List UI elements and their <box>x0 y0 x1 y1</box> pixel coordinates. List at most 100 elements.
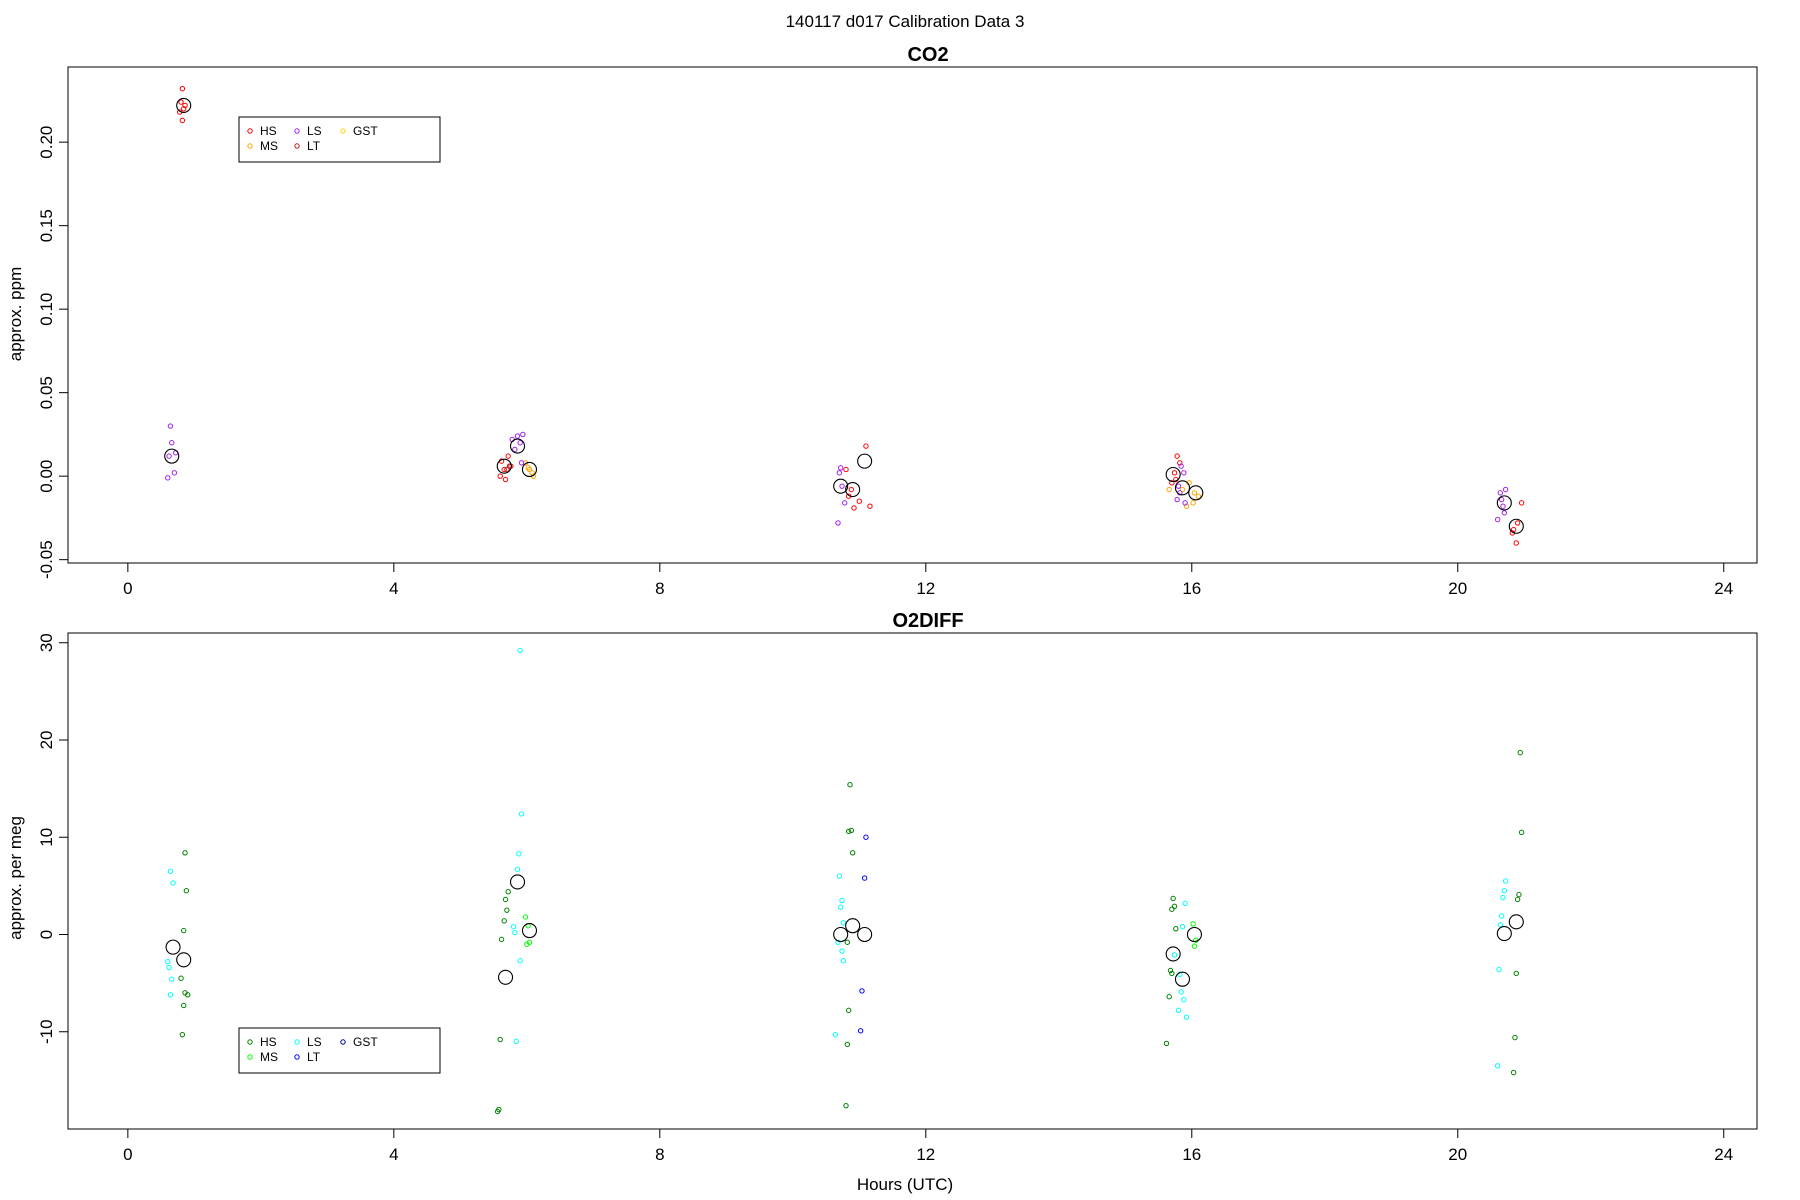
co2-mean-marker <box>1508 518 1524 534</box>
o2diff-data-point-ls <box>165 959 171 965</box>
co2-y-tick-label: 0.15 <box>37 209 56 242</box>
o2diff-data-point-hs <box>845 1007 852 1014</box>
co2-data-point-ls <box>167 423 174 429</box>
co2-data-point-ls <box>839 483 845 489</box>
o2diff-data-point-ls <box>835 939 841 945</box>
o2diff-axes: 0 4 8 12 16 20 24 -10 0 10 20 30 <box>37 633 1733 1164</box>
o2diff-mean-marker <box>1496 925 1512 942</box>
o2diff-data-point-ls <box>1171 952 1178 958</box>
o2diff-data-point-ms <box>1191 943 1198 949</box>
o2diff-data-point-hs <box>502 896 509 903</box>
co2-mean-marker <box>833 478 849 494</box>
co2-axes: 0 4 8 12 16 20 24 -0.05 0.00 0.05 0.10 0.15 0.20 <box>37 126 1733 598</box>
o2diff-mean-marker <box>1186 926 1202 943</box>
o2diff-data-point-ls <box>517 647 523 654</box>
co2-legend-marker <box>340 128 346 134</box>
o2diff-panel: O2DIFF approx. per meg 0 4 8 12 16 20 24 -10 0 10… <box>6 610 1758 1164</box>
co2-x-tick-label: 24 <box>1714 579 1733 598</box>
co2-data-point-hs <box>1513 540 1519 546</box>
co2-mean-marker <box>1496 495 1512 511</box>
co2-legend-marker <box>294 143 300 149</box>
co2-y-tick-label: 0.10 <box>37 293 56 326</box>
co2-data-point-hs <box>867 503 873 509</box>
o2diff-mean-marker <box>521 923 538 939</box>
o2diff-legend-label: LT <box>307 1050 321 1064</box>
co2-data-point-hs <box>1510 526 1517 533</box>
co2-data-point-hs <box>502 476 509 483</box>
co2-x-tick-label: 16 <box>1182 579 1201 598</box>
co2-data-point-hs <box>178 99 184 105</box>
co2-data-point-ls <box>1494 516 1501 523</box>
co2-legend-label: MS <box>260 139 278 153</box>
co2-data-point-hs <box>179 117 186 124</box>
o2diff-data-point-hs <box>1510 1069 1517 1076</box>
o2diff-legend-marker <box>247 1054 253 1060</box>
co2-y-tick-label: 0.00 <box>37 460 56 493</box>
o2diff-panel-title: O2DIFF <box>892 610 963 632</box>
o2diff-data-point-hs <box>182 850 188 856</box>
o2diff-data-point-ls <box>839 948 845 954</box>
o2diff-mean-marker <box>845 918 861 934</box>
o2diff-data-point-ls <box>170 880 176 886</box>
o2diff-data-point-hs <box>501 918 507 924</box>
co2-data-point-hs <box>179 86 186 92</box>
co2-legend-box <box>238 116 441 163</box>
co2-panel-title: CO2 <box>907 44 948 66</box>
co2-data-point-ms <box>1166 486 1172 493</box>
co2-data-point-ls <box>841 500 848 506</box>
o2diff-mean-marker <box>1508 914 1524 930</box>
o2diff-data-point-hs <box>849 850 856 856</box>
co2-data-point-hs <box>501 466 507 473</box>
co2-mean-marker <box>164 448 180 464</box>
co2-legend-label: LS <box>307 124 322 138</box>
o2diff-y-tick-label: -10 <box>37 1019 56 1044</box>
co2-legend-label: LT <box>307 139 321 153</box>
o2diff-legend-marker <box>340 1039 346 1045</box>
co2-x-tick-label: 20 <box>1448 579 1467 598</box>
o2diff-data-point-ls <box>167 868 174 874</box>
o2diff-data-point-hs <box>1163 1040 1170 1047</box>
o2diff-data-point-hs <box>178 975 184 981</box>
o2diff-data-point-ls <box>832 1031 839 1038</box>
co2-y-axis-label: approx. ppm <box>6 267 25 362</box>
o2diff-data-point-hs <box>848 827 855 834</box>
o2diff-means <box>165 874 1524 987</box>
co2-data-point-lt <box>504 466 510 473</box>
o2diff-data-point-lt <box>857 1028 864 1034</box>
co2-x-tick-label: 12 <box>916 579 935 598</box>
o2diff-data-point-lt <box>859 988 865 994</box>
co2-legend-marker <box>247 143 253 149</box>
co2-data-point-ls <box>512 446 518 453</box>
o2diff-y-tick-label: 0 <box>37 930 56 939</box>
o2diff-data-point-hs <box>505 888 511 895</box>
o2diff-data-point-ls <box>166 964 172 971</box>
o2diff-x-tick-label: 8 <box>655 1145 664 1164</box>
o2diff-data-point-hs <box>184 992 191 998</box>
o2diff-data-point-hs <box>497 1036 503 1043</box>
o2diff-mean-marker <box>833 926 849 943</box>
co2-data-point-ls <box>1182 500 1188 506</box>
o2diff-data-point-ls <box>1501 888 1508 894</box>
o2diff-legend-label: LS <box>307 1035 322 1049</box>
co2-data-point-hs <box>1177 460 1183 466</box>
co2-data-point-hs <box>1169 480 1175 486</box>
co2-x-tick-label: 4 <box>389 579 398 598</box>
o2diff-data-point-hs <box>183 888 190 894</box>
co2-data-point-hs <box>863 443 869 449</box>
o2diff-y-tick-label: 30 <box>37 633 56 652</box>
o2diff-data-point-hs <box>181 1002 187 1009</box>
co2-legend-marker <box>247 128 253 134</box>
o2diff-mean-marker <box>165 939 181 955</box>
o2diff-data-point-hs <box>1166 994 1172 1000</box>
o2diff-data-point-ls <box>512 929 518 936</box>
o2diff-data-point-ls <box>513 1038 519 1045</box>
o2diff-data-point-ls <box>1494 1063 1501 1069</box>
co2-data-point-ms <box>1190 500 1196 506</box>
co2-data-point-ls <box>1181 470 1187 476</box>
o2diff-data-point-ls <box>1497 922 1504 928</box>
figure-title: 140117 d017 Calibration Data 3 <box>786 12 1025 31</box>
o2diff-data-point-ls <box>840 920 847 926</box>
o2diff-data-point-lt <box>861 875 868 881</box>
o2diff-data-point-ls <box>837 904 844 910</box>
co2-data-point-hs <box>1514 520 1521 526</box>
